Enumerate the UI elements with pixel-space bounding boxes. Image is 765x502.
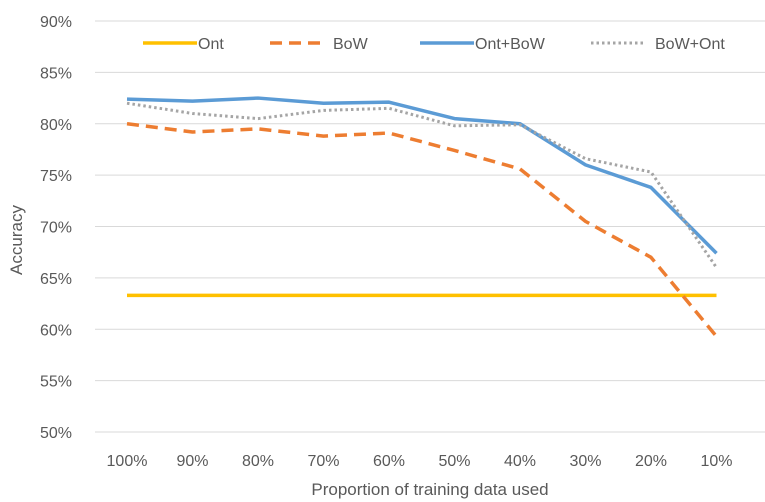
series-line-ont-plus-bow xyxy=(127,98,717,253)
gridlines xyxy=(95,21,765,432)
y-axis-title: Accuracy xyxy=(7,205,26,275)
series-line-bow-plus-ont xyxy=(127,103,717,267)
x-tick-label: 30% xyxy=(569,453,601,470)
x-axis-title: Proportion of training data used xyxy=(311,480,548,499)
legend: Ont BoW Ont+BoW BoW+Ont xyxy=(143,36,725,53)
x-tick-label: 100% xyxy=(107,453,148,470)
x-tick-label: 20% xyxy=(635,453,667,470)
x-tick-label: 90% xyxy=(176,453,208,470)
series-lines xyxy=(127,98,717,336)
y-tick-label: 70% xyxy=(40,220,72,237)
legend-label: BoW+Ont xyxy=(655,36,725,53)
legend-label: BoW xyxy=(333,36,369,53)
x-axis-ticks: 100% 90% 80% 70% 60% 50% 40% 30% 20% 10% xyxy=(107,453,733,470)
legend-label: Ont+BoW xyxy=(475,36,546,53)
y-tick-label: 85% xyxy=(40,65,72,82)
legend-item: Ont+BoW xyxy=(420,36,546,53)
legend-label: Ont xyxy=(198,36,224,53)
y-tick-label: 55% xyxy=(40,374,72,391)
x-tick-label: 70% xyxy=(307,453,339,470)
y-tick-label: 65% xyxy=(40,271,72,288)
y-tick-label: 90% xyxy=(40,14,72,31)
series-line-bow xyxy=(127,124,717,337)
x-tick-label: 10% xyxy=(700,453,732,470)
y-tick-label: 50% xyxy=(40,425,72,442)
x-tick-label: 60% xyxy=(373,453,405,470)
legend-item: BoW xyxy=(270,36,369,53)
x-tick-label: 50% xyxy=(438,453,470,470)
y-axis-ticks: 50% 55% 60% 65% 70% 75% 80% 85% 90% xyxy=(40,14,72,442)
x-tick-label: 40% xyxy=(504,453,536,470)
legend-item: Ont xyxy=(143,36,224,53)
y-tick-label: 60% xyxy=(40,322,72,339)
y-tick-label: 80% xyxy=(40,117,72,134)
x-tick-label: 80% xyxy=(242,453,274,470)
legend-item: BoW+Ont xyxy=(591,36,725,53)
y-tick-label: 75% xyxy=(40,168,72,185)
